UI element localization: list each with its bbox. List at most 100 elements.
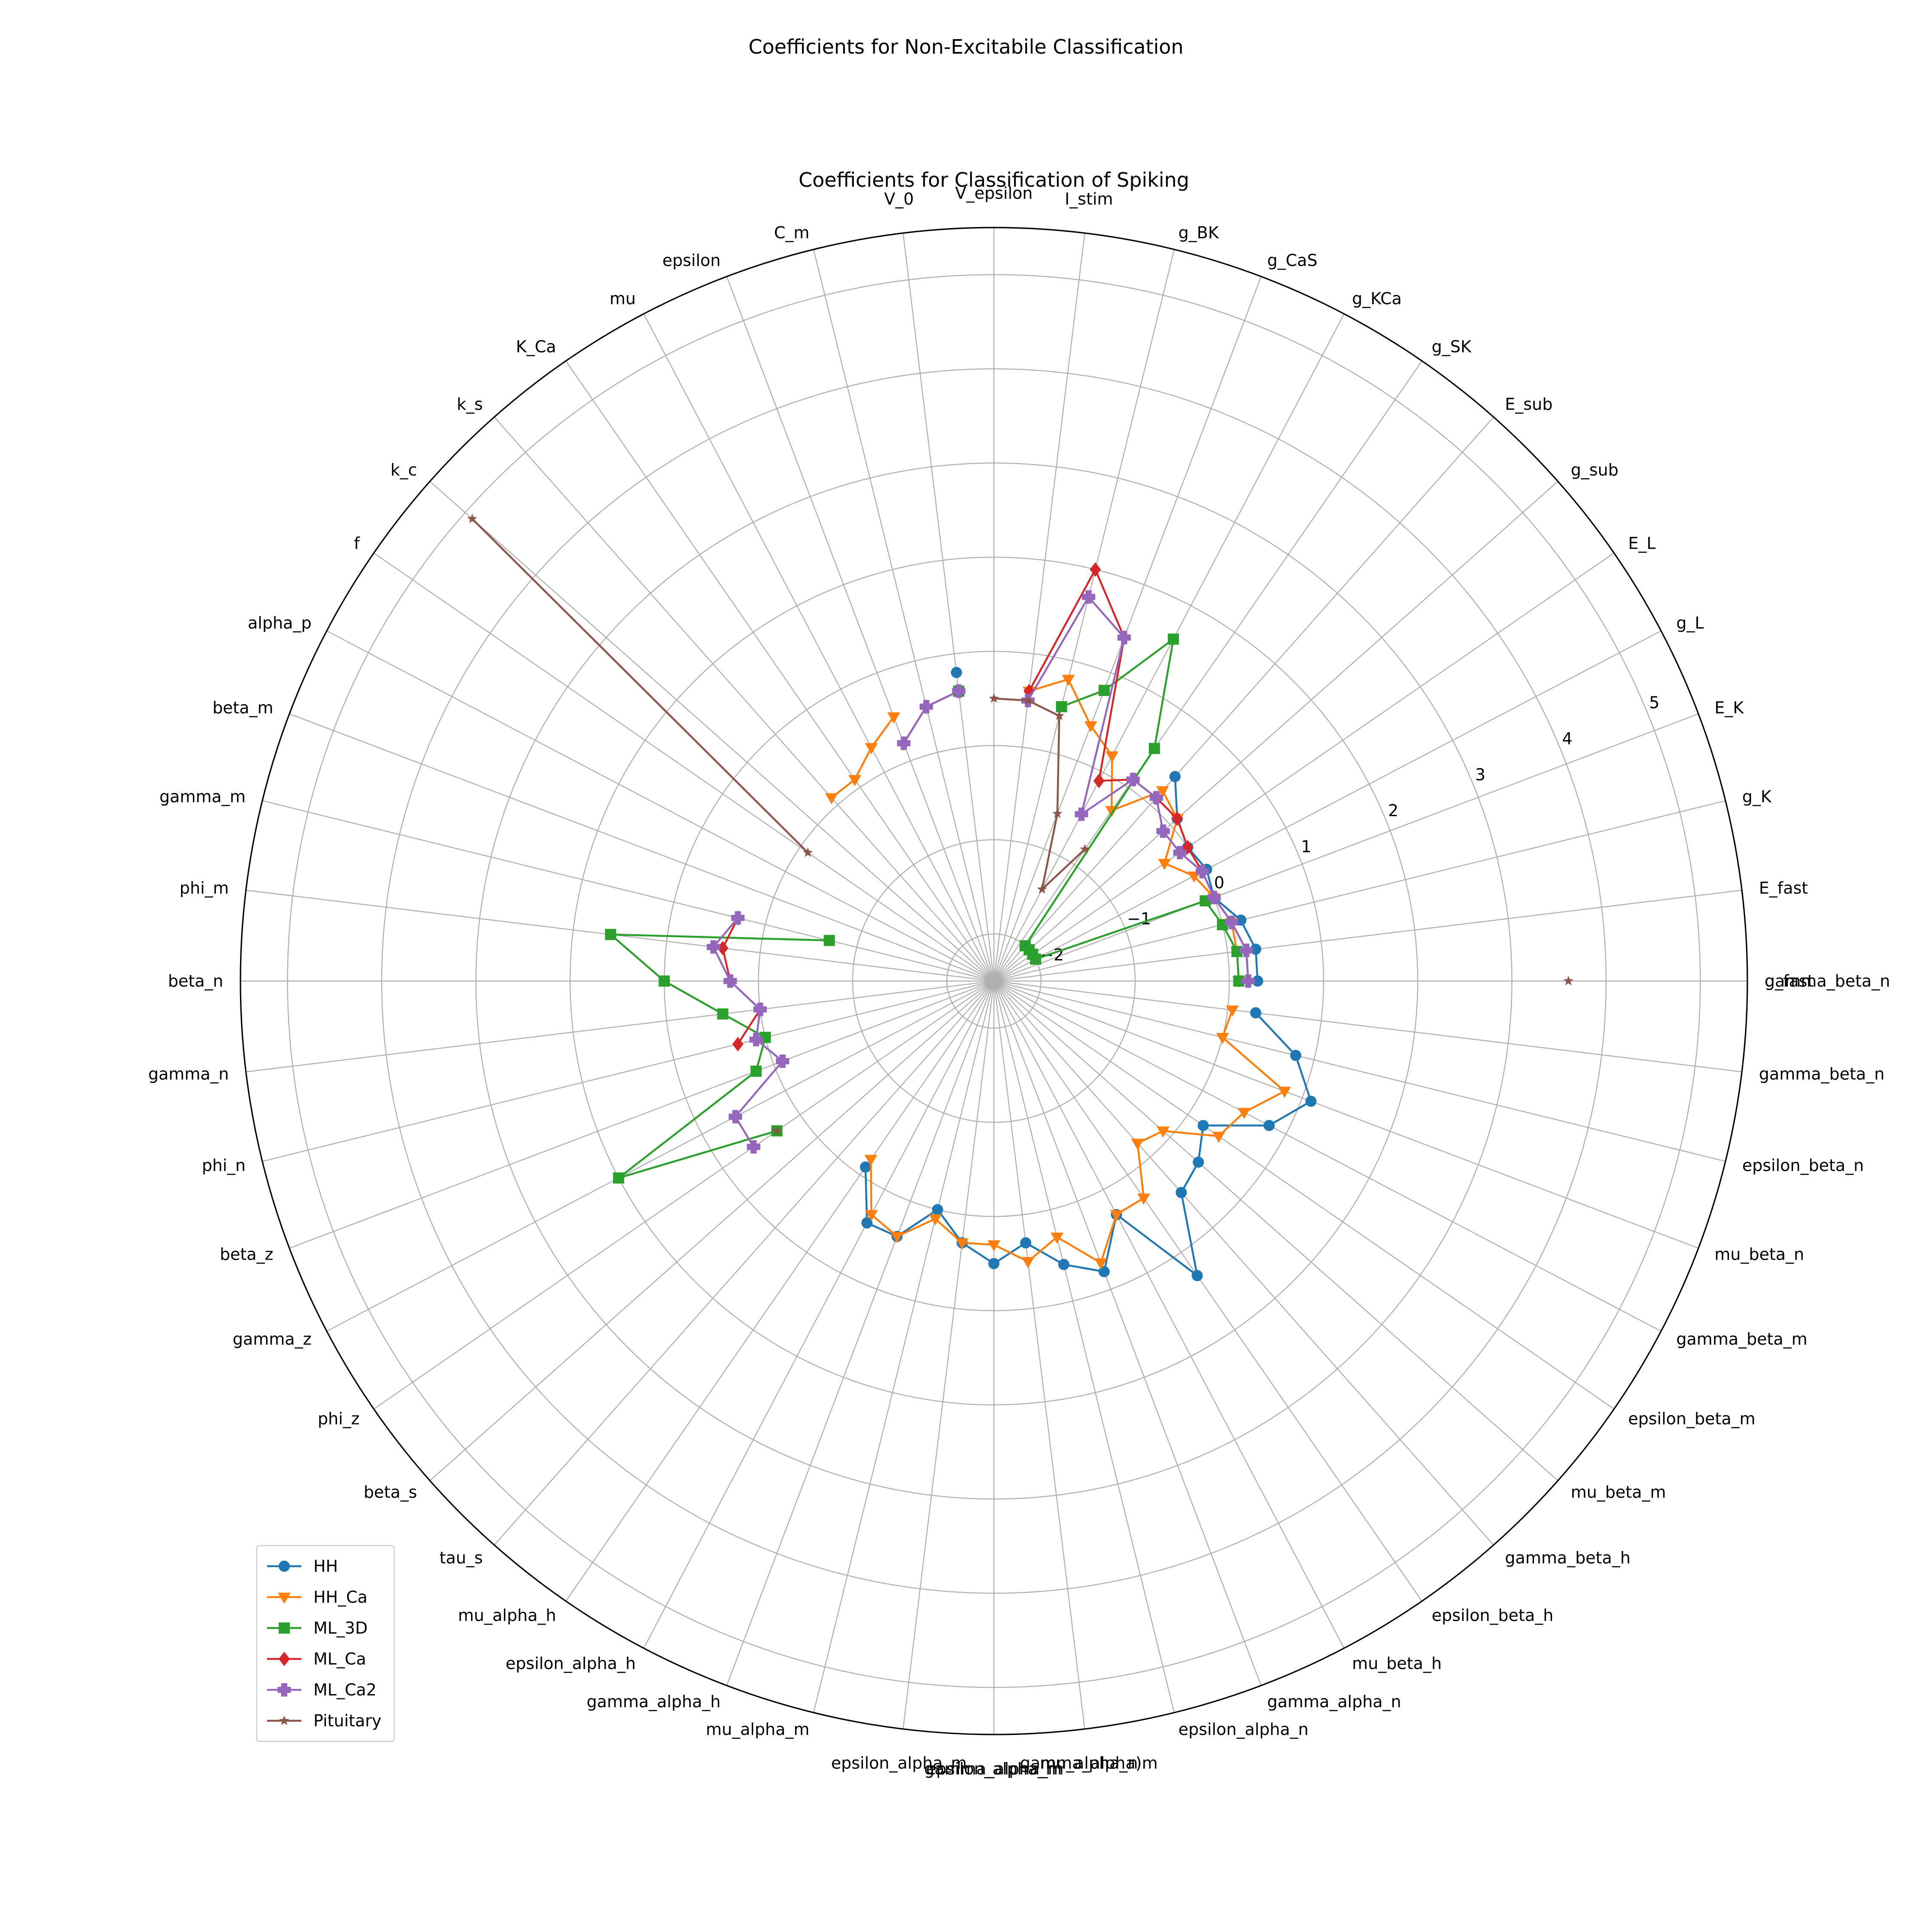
spoke-line — [289, 980, 994, 1249]
data-point — [1056, 701, 1067, 712]
category-label-overlap: gamma_beta_n — [1765, 972, 1890, 990]
data-point — [1037, 884, 1047, 894]
data-point — [1191, 1270, 1203, 1282]
data-point — [1182, 840, 1194, 855]
category-label: mu_beta_m — [1571, 1482, 1666, 1501]
category-label: gamma_alpha_m — [924, 1759, 1063, 1778]
spoke-line — [326, 630, 994, 982]
data-point — [1241, 974, 1255, 988]
spoke-line — [726, 276, 995, 981]
spoke-line — [993, 890, 1742, 982]
data-point — [865, 1210, 878, 1221]
data-point — [1169, 771, 1181, 782]
data-point — [1148, 743, 1160, 754]
spoke-line — [993, 980, 1662, 1332]
spoke-line — [902, 981, 995, 1729]
data-point — [956, 1238, 969, 1250]
spoke-line — [262, 800, 994, 982]
category-label: epsilon_alpha_h — [506, 1654, 636, 1673]
data-point — [1051, 1233, 1063, 1244]
data-point — [1207, 890, 1221, 905]
legend-label: ML_3D — [313, 1619, 368, 1637]
data-point — [1173, 846, 1187, 860]
data-point — [729, 1110, 742, 1124]
data-point — [1226, 1005, 1239, 1017]
data-point — [865, 743, 878, 754]
data-point — [1156, 824, 1170, 838]
data-point — [1290, 1050, 1301, 1061]
data-point — [1019, 940, 1031, 951]
category-label: V_epsilon — [955, 184, 1033, 203]
data-point — [731, 911, 745, 925]
data-point — [1563, 975, 1574, 985]
legend-marker — [278, 1592, 291, 1604]
spoke-line — [373, 981, 994, 1410]
legend-marker — [279, 1715, 289, 1725]
data-point — [750, 1066, 762, 1077]
data-point — [988, 1258, 999, 1270]
category-label: mu_beta_n — [1714, 1245, 1804, 1264]
spoke-line — [993, 800, 1726, 982]
spoke-line — [993, 981, 1085, 1729]
series-line — [993, 697, 1086, 890]
category-label: gamma_m — [159, 787, 246, 806]
data-point — [932, 1204, 943, 1215]
category-label: f — [354, 534, 360, 553]
spoke-line — [246, 980, 994, 1072]
data-point — [1020, 1237, 1032, 1249]
radial-tick-label: −1 — [1127, 909, 1151, 928]
category-labels: g_fast E_fast g_K E_K g_L E_L g_sub E_sub g_SK g_… — [148, 184, 1890, 1778]
series-line — [831, 716, 895, 799]
data-point — [1090, 562, 1101, 577]
category-label: E_sub — [1505, 395, 1552, 413]
spoke-line — [993, 276, 1262, 981]
category-label: g_K — [1742, 787, 1772, 806]
data-point — [605, 929, 617, 940]
spoke-line — [993, 981, 1422, 1602]
legend-marker — [279, 1622, 290, 1634]
data-point — [952, 684, 966, 698]
category-label: mu_alpha_h — [458, 1606, 556, 1625]
data-point — [861, 1217, 873, 1229]
spoke-line — [262, 980, 994, 1162]
series-line — [609, 933, 829, 1179]
spoke-line — [993, 981, 1494, 1546]
grid-ring — [758, 745, 1230, 1217]
category-label: g_CaS — [1267, 251, 1318, 270]
spoke-line — [813, 981, 995, 1713]
data-point — [1081, 590, 1096, 604]
category-label: g_KCa — [1352, 289, 1402, 308]
category-label: g_L — [1676, 614, 1704, 632]
grid-ring — [852, 839, 1136, 1123]
data-point — [659, 975, 670, 987]
data-point — [848, 775, 861, 787]
data-point — [1193, 1156, 1204, 1168]
data-point — [613, 1172, 624, 1184]
data-point — [1098, 685, 1110, 696]
spoke-line — [993, 980, 1726, 1162]
data-point — [1278, 1087, 1291, 1098]
spoke-line — [813, 249, 995, 981]
category-label: gamma_alpha_n — [1267, 1692, 1401, 1711]
data-point — [753, 1002, 767, 1016]
spoke-line — [993, 630, 1662, 982]
spoke-line — [993, 980, 1742, 1072]
category-label: gamma_beta_n — [1759, 1064, 1885, 1083]
category-label: mu_alpha_m — [706, 1720, 809, 1739]
data-point — [1058, 1259, 1069, 1270]
radial-tick-label: 1 — [1301, 837, 1311, 856]
data-point — [732, 1037, 744, 1051]
grid-ring — [569, 556, 1419, 1406]
spoke-line — [565, 360, 994, 981]
data-point — [1052, 808, 1063, 818]
category-label: mu — [610, 289, 636, 308]
data-point — [723, 974, 737, 988]
legend-label: HH — [313, 1557, 338, 1576]
spoke-line — [373, 553, 994, 981]
data-point — [1157, 1126, 1170, 1138]
category-label: g_sub — [1571, 461, 1619, 480]
category-label-overlap: epsilon_alpha_m — [926, 1759, 1062, 1778]
category-label: tau_s — [440, 1549, 483, 1567]
category-label: gamma_beta_m — [1676, 1330, 1807, 1349]
data-point — [951, 667, 962, 678]
